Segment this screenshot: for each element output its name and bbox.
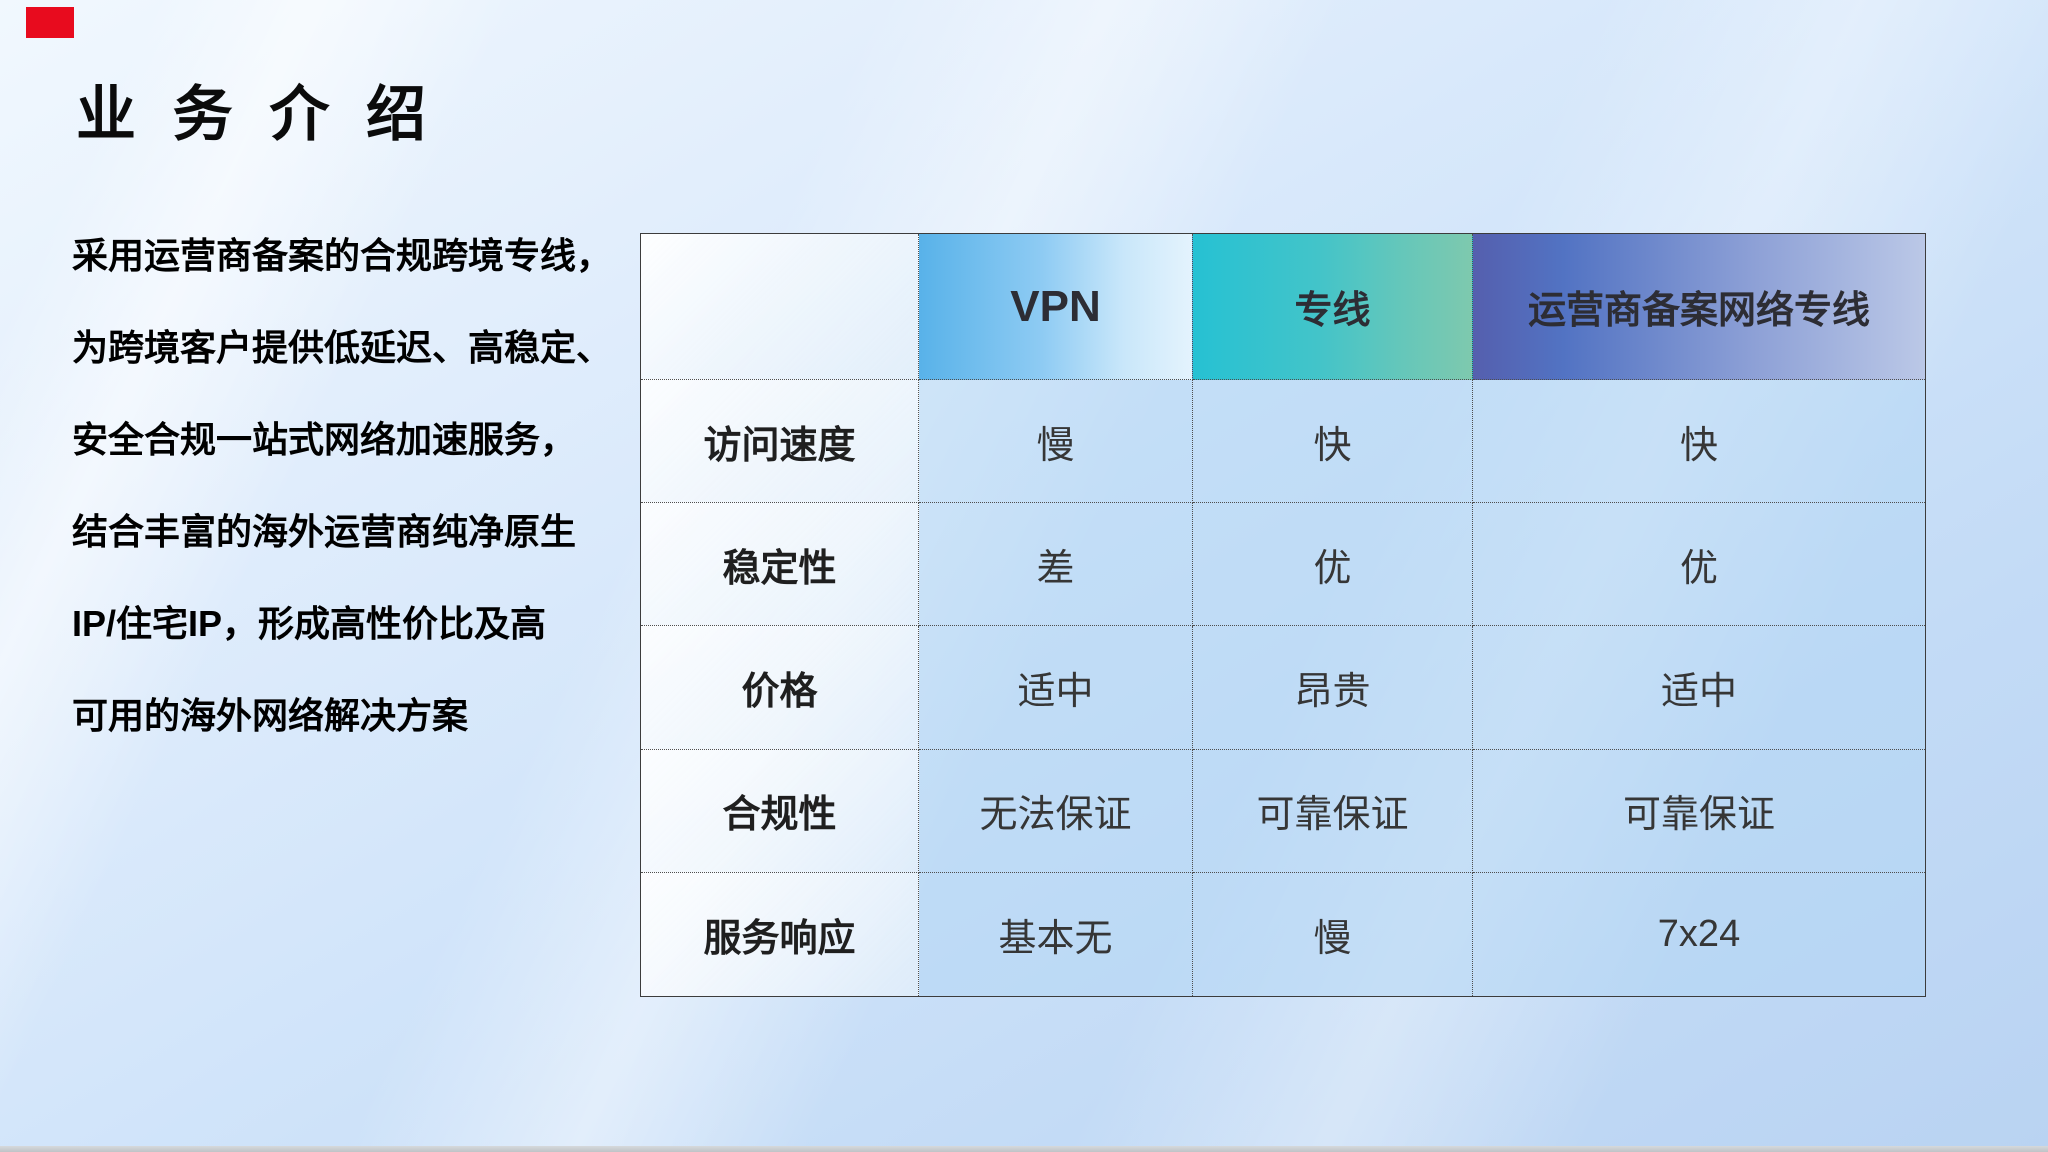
intro-line: 安全合规一站式网络加速服务， <box>72 419 577 460</box>
cell-service-response-carrier: 7x24 <box>1473 872 1925 996</box>
cell-compliance-vpn: 无法保证 <box>919 749 1193 873</box>
cell-price-carrier: 适中 <box>1473 626 1925 750</box>
red-corner-marker <box>26 7 74 38</box>
cell-stability-carrier: 优 <box>1473 503 1925 627</box>
comparison-table: VPN 专线 运营商备案网络专线 访问速度 慢 快 快 稳定性 差 优 优 价格… <box>640 233 1926 997</box>
cell-stability-line: 优 <box>1193 503 1473 627</box>
row-label-compliance: 合规性 <box>641 749 919 873</box>
row-label-service-response: 服务响应 <box>641 872 919 996</box>
intro-line: IP/住宅IP，形成高性价比及高 <box>72 603 547 644</box>
intro-paragraph: 采用运营商备案的合规跨境专线， 为跨境客户提供低延迟、高稳定、 安全合规一站式网… <box>72 210 652 762</box>
cell-price-line: 昂贵 <box>1193 626 1473 750</box>
row-label-access-speed: 访问速度 <box>641 380 919 504</box>
cell-service-response-line: 慢 <box>1193 872 1473 996</box>
bottom-edge-bar <box>0 1146 2048 1152</box>
intro-line: 结合丰富的海外运营商纯净原生 <box>72 511 577 552</box>
header-cell-carrier-registered-line: 运营商备案网络专线 <box>1473 234 1925 380</box>
header-cell-vpn: VPN <box>919 234 1193 380</box>
cell-service-response-vpn: 基本无 <box>919 872 1193 996</box>
row-label-price: 价格 <box>641 626 919 750</box>
cell-price-vpn: 适中 <box>919 626 1193 750</box>
intro-line: 采用运营商备案的合规跨境专线， <box>72 235 613 276</box>
row-label-stability: 稳定性 <box>641 503 919 627</box>
page-title: 业 务 介 绍 <box>76 81 437 148</box>
intro-line: 为跨境客户提供低延迟、高稳定、 <box>72 327 613 368</box>
header-cell-blank <box>641 234 919 380</box>
cell-compliance-carrier: 可靠保证 <box>1473 749 1925 873</box>
cell-access-speed-line: 快 <box>1193 380 1473 504</box>
cell-access-speed-carrier: 快 <box>1473 380 1925 504</box>
cell-access-speed-vpn: 慢 <box>919 380 1193 504</box>
cell-stability-vpn: 差 <box>919 503 1193 627</box>
cell-compliance-line: 可靠保证 <box>1193 749 1473 873</box>
header-cell-dedicated-line: 专线 <box>1193 234 1473 380</box>
intro-line: 可用的海外网络解决方案 <box>72 695 469 736</box>
